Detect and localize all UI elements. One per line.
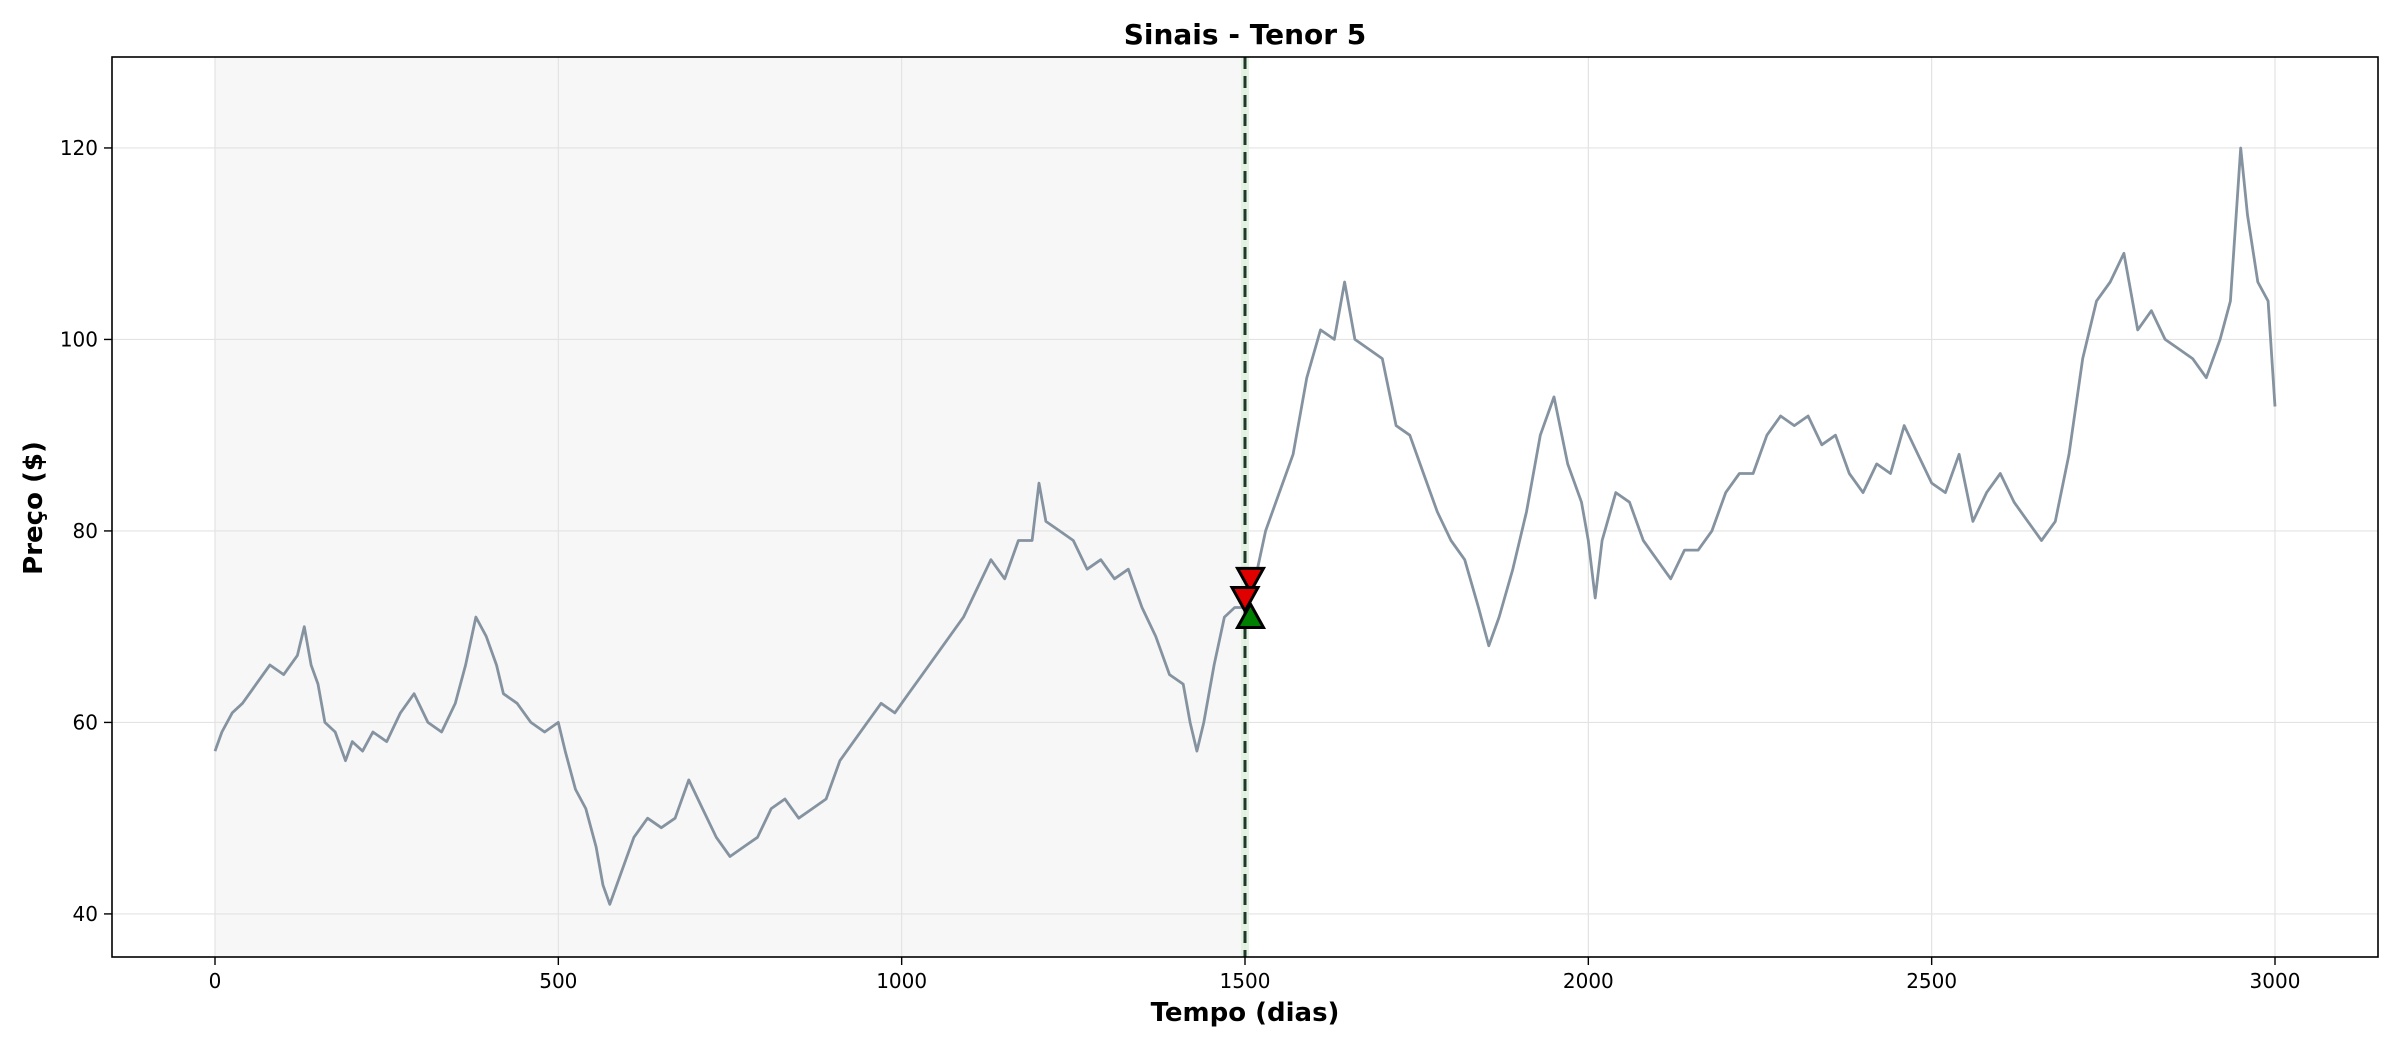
price-series-line — [213, 146, 2277, 906]
y-tick-label: 100 — [60, 327, 98, 351]
x-tick-label: 0 — [209, 969, 222, 993]
x-tick-label: 1000 — [876, 969, 927, 993]
x-tick-label: 1500 — [1220, 969, 1271, 993]
sell-signal-marker — [1234, 566, 1267, 595]
x-tick-label: 2000 — [1563, 969, 1614, 993]
y-tick-label: 60 — [73, 710, 98, 734]
y-tick-label: 40 — [73, 902, 98, 926]
y-axis-label: Preço ($) — [19, 441, 49, 575]
vline-band — [1241, 57, 1249, 957]
plot-area: 0 500 1000 1500 2000 2500 3000 40 60 80 100 120 — [60, 56, 2379, 993]
chart-title: Sinais - Tenor 5 — [1124, 18, 1367, 51]
x-tick-label: 2500 — [1906, 969, 1957, 993]
x-tick-label: 500 — [539, 969, 577, 993]
x-tick-label: 3000 — [2250, 969, 2301, 993]
buy-signal-marker — [1234, 601, 1267, 630]
shaded-region — [215, 57, 1245, 957]
sell-signal-marker — [1229, 586, 1261, 615]
x-axis-label: Tempo (dias) — [1151, 998, 1340, 1028]
y-tick-label: 80 — [73, 519, 98, 543]
y-tick-label: 120 — [60, 136, 98, 160]
